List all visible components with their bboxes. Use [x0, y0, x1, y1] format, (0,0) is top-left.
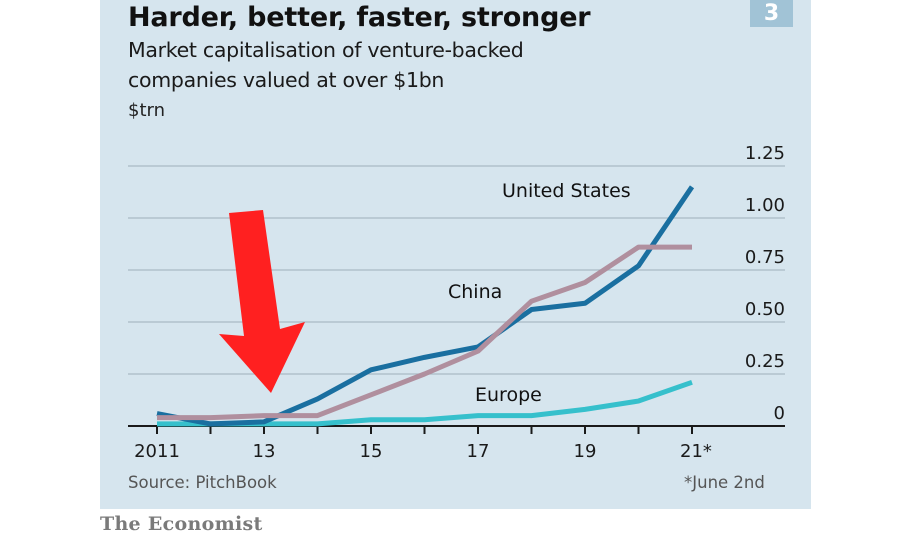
y-tick-label: 0.50 [745, 299, 785, 320]
label-united-states: United States [502, 180, 631, 202]
y-tick-label: 0.25 [745, 351, 785, 372]
x-tick-label: 2011 [134, 441, 180, 462]
footnote: *June 2nd [684, 473, 765, 492]
x-tick-label: 13 [253, 441, 276, 462]
chart-subtitle-line-1: Market capitalisation of venture-backed [128, 38, 524, 62]
chart-title: Harder, better, faster, stronger [128, 2, 591, 33]
y-axis-labels: 0 0.25 0.50 0.75 1.00 1.25 [745, 143, 785, 424]
x-tick-label: 21* [680, 441, 712, 462]
series-line-china [157, 244, 692, 421]
unit-label: $trn [128, 100, 166, 121]
series-labels: United States China Europe [448, 180, 631, 406]
label-europe: Europe [475, 384, 542, 406]
x-tick-label: 19 [574, 441, 597, 462]
y-tick-label: 1.25 [745, 143, 785, 164]
x-tick-label: 17 [467, 441, 490, 462]
chart-number-badge: 3 [750, 0, 793, 27]
y-tick-label: 0.75 [745, 247, 785, 268]
red-arrow-annotation [219, 210, 305, 393]
label-china: China [448, 281, 502, 303]
x-tick-label: 15 [360, 441, 383, 462]
x-axis: 2011 13 15 17 19 21* [128, 425, 785, 462]
brand-logo-text: The Economist [100, 513, 263, 535]
source-note: Source: PitchBook [128, 473, 277, 492]
y-tick-label: 0 [774, 403, 785, 424]
chart-subtitle-line-2: companies valued at over $1bn [128, 68, 445, 92]
series-line-united-states [156, 185, 695, 427]
y-tick-label: 1.00 [745, 195, 785, 216]
series-lines [156, 185, 695, 427]
